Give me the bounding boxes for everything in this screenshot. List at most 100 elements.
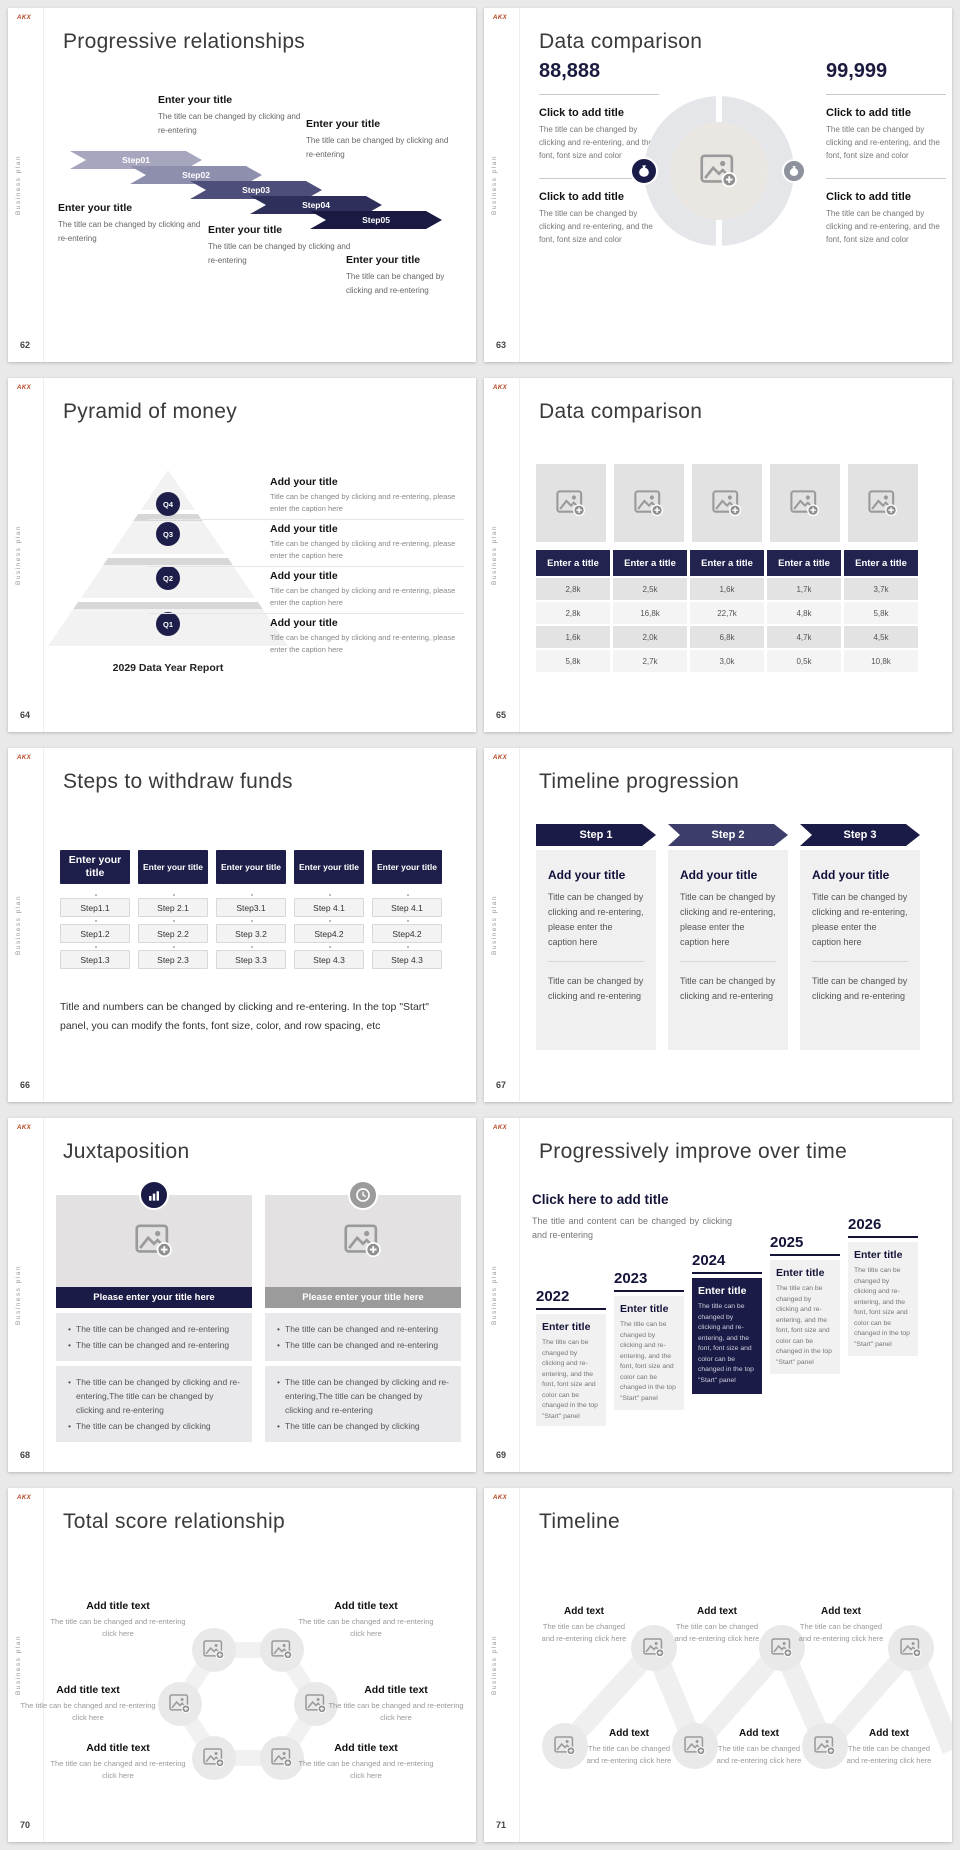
- step-header: Enter your title: [138, 850, 208, 884]
- section-title: Click to add title: [539, 107, 624, 119]
- table-header-cell: Enter a title: [613, 550, 687, 576]
- text-block: Add title text The title can be changed …: [48, 1742, 188, 1782]
- panel-caption: The title can be changed by clicking and…: [542, 1339, 598, 1420]
- table-cell: 4,8k: [767, 602, 841, 624]
- slide-62[interactable]: AKX Business plan Progressive relationsh…: [8, 8, 476, 362]
- year-underline: [692, 1272, 762, 1274]
- step-arrow: Step02: [130, 166, 262, 184]
- image-placeholder-icon: [203, 1748, 225, 1768]
- image-placeholder-icon: [271, 1640, 293, 1660]
- slide-71[interactable]: AKX Business plan Timeline: [484, 1488, 952, 1842]
- slide-67[interactable]: AKX Business plan Timeline progression S…: [484, 748, 952, 1102]
- slide-69[interactable]: AKX Business plan Progressively improve …: [484, 1118, 952, 1472]
- year-panel: Enter title The title can be changed by …: [614, 1296, 684, 1410]
- image-placeholder-icon: [771, 1638, 793, 1658]
- stat-column-left: 88,888 Click to add title The title can …: [539, 60, 665, 246]
- page-number: 63: [496, 340, 507, 350]
- slide-title: Timeline progression: [539, 770, 740, 793]
- step-pill: Step 4.3: [372, 946, 442, 969]
- year-column: 2025 Enter title The title can be change…: [770, 1234, 840, 1374]
- text-block-title: Enter your title: [58, 202, 133, 214]
- tier-badge: Q1: [156, 612, 180, 636]
- table-row: 5,8k 2,7k 3,0k 0,5k 10,8k: [536, 650, 918, 672]
- section-caption: The title can be changed by clicking and…: [539, 125, 653, 161]
- step-panel: Add your title Title can be changed by c…: [800, 850, 920, 1050]
- donut-graphic: [644, 96, 794, 246]
- step-panel: Add your title Title can be changed by c…: [668, 850, 788, 1050]
- image-circle: [888, 1625, 934, 1671]
- table-cell: 1,6k: [690, 578, 764, 600]
- slide-68[interactable]: AKX Business plan Juxtaposition Please e…: [8, 1118, 476, 1472]
- comparison-column-left: Please enter your title here The title c…: [56, 1180, 252, 1443]
- divider: [539, 177, 659, 179]
- divider: [680, 961, 776, 963]
- panel-title: Add your title: [680, 868, 758, 882]
- data-table: Enter a title Enter a title Enter a titl…: [536, 550, 918, 674]
- table-header-cell: Enter a title: [767, 550, 841, 576]
- step-arrow: Step05: [310, 211, 442, 229]
- image-tile: [692, 464, 762, 542]
- page-number: 65: [496, 710, 507, 720]
- table-cell: 2,8k: [536, 578, 610, 600]
- text-block: Enter your title The title can be change…: [306, 118, 456, 161]
- text-block: Enter your title The title can be change…: [58, 202, 208, 245]
- text-block-title: Add title text: [56, 1684, 120, 1696]
- image-tile: [848, 464, 918, 542]
- table-cell: 5,8k: [844, 602, 918, 624]
- section-title: Click to add title: [826, 190, 911, 203]
- brand-logo: AKX: [493, 1495, 508, 1501]
- image-placeholder-icon: [814, 1736, 836, 1756]
- image-placeholder-icon: [169, 1694, 191, 1714]
- page-number: 68: [20, 1450, 31, 1460]
- step-header: Enter your title: [294, 850, 364, 884]
- text-block: Add text The title can be changed and re…: [538, 1606, 630, 1645]
- text-block: Add text The title can be changed and re…: [583, 1728, 675, 1767]
- brand-logo: AKX: [493, 1125, 508, 1131]
- image-placeholder-icon: [712, 490, 742, 517]
- year-underline: [536, 1308, 606, 1310]
- slide-title: Steps to withdraw funds: [63, 770, 293, 793]
- section-caption: The title can be changed by clicking and…: [826, 208, 940, 244]
- year-panel: Enter title The title can be changed by …: [770, 1260, 840, 1374]
- slide-66[interactable]: AKX Business plan Steps to withdraw fund…: [8, 748, 476, 1102]
- item-title: Add your title: [270, 523, 338, 535]
- image-circle: [542, 1723, 588, 1769]
- bullet-panel: The title can be changed by clicking and…: [265, 1366, 461, 1443]
- bullet-item: The title can be changed by clicking and…: [277, 1375, 449, 1417]
- text-block-title: Add title text: [334, 1742, 398, 1754]
- sidebar-vertical-label: Business plan: [15, 895, 22, 955]
- image-placeholder-icon: [790, 490, 820, 517]
- year-underline: [848, 1236, 918, 1238]
- slide-64[interactable]: AKX Business plan Pyramid of money Q4 Q3…: [8, 378, 476, 732]
- image-area: [56, 1195, 252, 1287]
- step-header: Enter your title: [372, 850, 442, 884]
- image-placeholder-icon: [684, 1736, 706, 1756]
- slide-70[interactable]: AKX Business plan Total score relationsh…: [8, 1488, 476, 1842]
- step-pill: Step 2.1: [138, 894, 208, 917]
- step-pill: Step 3.3: [216, 946, 286, 969]
- title-bar: Please enter your title here: [265, 1287, 461, 1308]
- year-underline: [770, 1254, 840, 1256]
- step-arrow: Step01: [70, 151, 202, 169]
- hexagon-decoration: [170, 1642, 326, 1766]
- text-block-caption: The title can be changed by clicking and…: [346, 272, 445, 295]
- panel-caption: Title can be changed by clicking and re-…: [680, 892, 776, 947]
- money-bag-icon: [789, 166, 799, 176]
- bullet-item: The title can be changed by clicking and…: [68, 1375, 240, 1417]
- table-cell: 2,0k: [613, 626, 687, 648]
- step-arrow-label: Step05: [362, 215, 390, 225]
- year-column: 2022 Enter title The title can be change…: [536, 1288, 606, 1426]
- year-panel: Enter title The title can be changed by …: [536, 1314, 606, 1426]
- text-block-caption: The title can be changed by clicking and…: [306, 136, 449, 159]
- image-circle: [802, 1723, 848, 1769]
- slide-65[interactable]: AKX Business plan Data comparison: [484, 378, 952, 732]
- image-tile: [770, 464, 840, 542]
- sidebar-vertical-label: Business plan: [15, 155, 22, 215]
- donut-center: [670, 122, 768, 220]
- bullet-panel: The title can be changed by clicking and…: [56, 1366, 252, 1443]
- brand-logo: AKX: [493, 755, 508, 761]
- stat-value: 99,999: [826, 60, 888, 82]
- panel-caption: The title can be changed by clicking and…: [776, 1285, 832, 1366]
- year-column: 2026 Enter title The title can be change…: [848, 1216, 918, 1356]
- slide-63[interactable]: AKX Business plan Data comparison 88,888…: [484, 8, 952, 362]
